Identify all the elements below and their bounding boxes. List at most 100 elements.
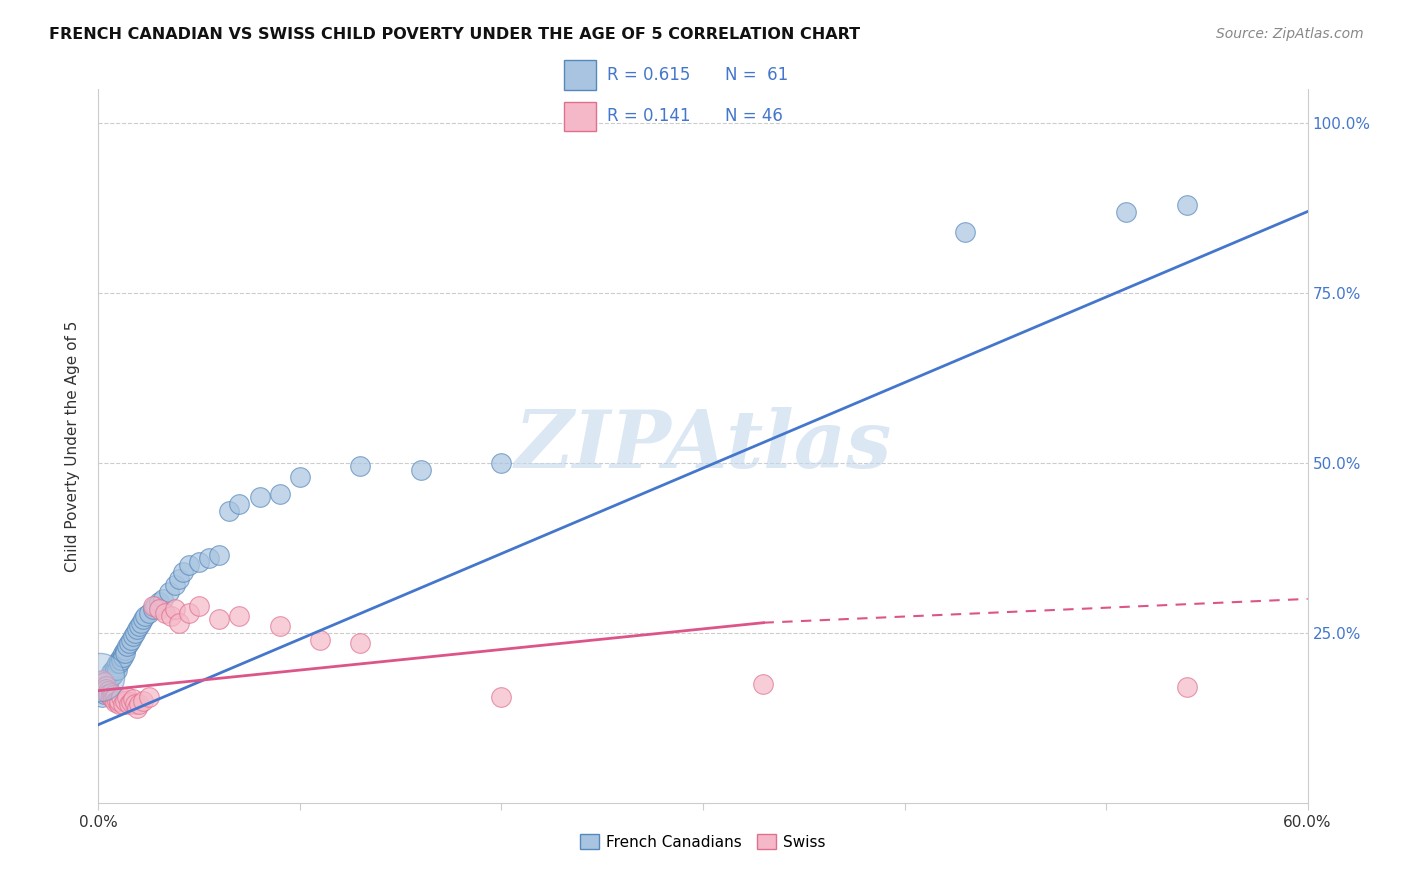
- Point: [124, 626, 146, 640]
- Point: [309, 632, 332, 647]
- Text: Source: ZipAtlas.com: Source: ZipAtlas.com: [1216, 27, 1364, 41]
- Point: [128, 698, 150, 712]
- Point: [96, 681, 118, 696]
- Point: [752, 677, 775, 691]
- Point: [97, 681, 120, 696]
- Point: [138, 690, 160, 705]
- Point: [1175, 198, 1198, 212]
- Text: ZIPAtlas: ZIPAtlas: [515, 408, 891, 484]
- Point: [349, 459, 371, 474]
- Point: [110, 649, 132, 664]
- Point: [152, 591, 174, 606]
- Point: [91, 690, 114, 705]
- Point: [1175, 680, 1198, 694]
- Point: [198, 551, 221, 566]
- Point: [179, 558, 201, 572]
- Point: [269, 619, 291, 633]
- Point: [118, 636, 141, 650]
- Point: [93, 680, 115, 694]
- Point: [167, 615, 190, 630]
- Point: [97, 683, 120, 698]
- Point: [491, 690, 513, 705]
- Point: [114, 694, 136, 708]
- Point: [121, 692, 143, 706]
- Point: [91, 680, 114, 694]
- Point: [111, 649, 134, 664]
- Point: [124, 698, 146, 712]
- Point: [228, 497, 250, 511]
- Point: [153, 606, 176, 620]
- Point: [228, 608, 250, 623]
- Point: [93, 673, 115, 688]
- Point: [107, 698, 129, 712]
- Point: [128, 619, 150, 633]
- Point: [163, 602, 186, 616]
- Point: [100, 690, 122, 705]
- Bar: [564, 102, 596, 131]
- Point: [101, 668, 124, 682]
- Point: [107, 653, 129, 667]
- Point: [107, 657, 129, 671]
- Point: [103, 663, 125, 677]
- Point: [89, 670, 111, 684]
- Point: [138, 606, 160, 620]
- Point: [111, 646, 134, 660]
- Point: [157, 585, 180, 599]
- Point: [179, 606, 201, 620]
- Bar: [564, 61, 596, 90]
- Point: [148, 602, 170, 616]
- Point: [101, 663, 124, 677]
- Point: [132, 612, 155, 626]
- Point: [100, 670, 122, 684]
- Point: [172, 565, 194, 579]
- Point: [115, 690, 138, 705]
- Point: [491, 456, 513, 470]
- Point: [1115, 204, 1137, 219]
- Point: [129, 615, 152, 630]
- Point: [96, 679, 118, 693]
- Point: [143, 599, 166, 613]
- Point: [97, 679, 120, 693]
- Point: [118, 698, 141, 712]
- Point: [115, 640, 138, 654]
- Point: [100, 665, 122, 680]
- Point: [96, 683, 118, 698]
- Point: [105, 694, 128, 708]
- Point: [101, 692, 124, 706]
- Point: [93, 687, 115, 701]
- Point: [105, 657, 128, 671]
- Point: [269, 486, 291, 500]
- Point: [142, 602, 165, 616]
- Point: [93, 683, 115, 698]
- Point: [101, 689, 124, 703]
- Point: [121, 629, 143, 643]
- Point: [167, 572, 190, 586]
- Point: [148, 595, 170, 609]
- Point: [103, 695, 125, 709]
- Point: [103, 690, 125, 705]
- Point: [160, 608, 183, 623]
- Point: [142, 599, 165, 613]
- Point: [349, 636, 371, 650]
- Point: [188, 555, 211, 569]
- Point: [107, 694, 129, 708]
- Point: [110, 690, 132, 705]
- Text: N = 46: N = 46: [725, 107, 783, 125]
- Point: [134, 608, 156, 623]
- Point: [132, 694, 155, 708]
- Point: [163, 578, 186, 592]
- Text: R = 0.615: R = 0.615: [607, 66, 690, 84]
- Text: FRENCH CANADIAN VS SWISS CHILD POVERTY UNDER THE AGE OF 5 CORRELATION CHART: FRENCH CANADIAN VS SWISS CHILD POVERTY U…: [49, 27, 860, 42]
- Legend: French Canadians, Swiss: French Canadians, Swiss: [574, 828, 832, 855]
- Point: [288, 469, 311, 483]
- Text: N =  61: N = 61: [725, 66, 789, 84]
- Point: [249, 490, 271, 504]
- Text: R = 0.141: R = 0.141: [607, 107, 690, 125]
- Point: [93, 674, 115, 689]
- Point: [91, 677, 114, 691]
- Y-axis label: Child Poverty Under the Age of 5: Child Poverty Under the Age of 5: [65, 320, 80, 572]
- Point: [105, 663, 128, 677]
- Point: [103, 660, 125, 674]
- Point: [96, 677, 118, 691]
- Point: [89, 677, 111, 691]
